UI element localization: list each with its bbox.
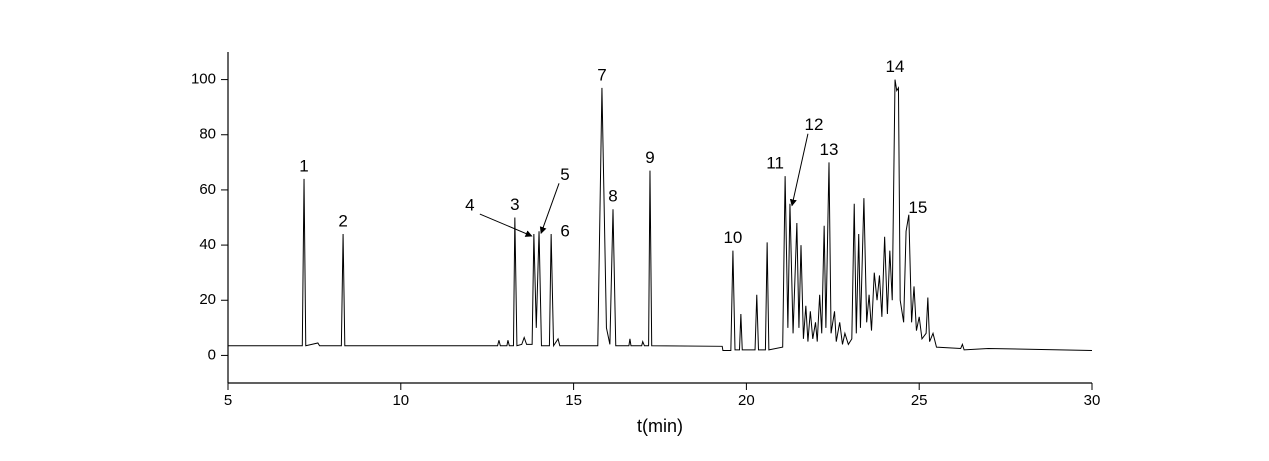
x-axis-label: t(min) — [637, 416, 683, 436]
y-tick-label: 100 — [191, 71, 216, 88]
peak-arrow — [789, 133, 809, 207]
peak-label: 2 — [338, 212, 347, 231]
x-tick-label: 10 — [392, 392, 409, 409]
y-tick-label: 60 — [199, 181, 216, 198]
peak-label: 10 — [723, 228, 742, 247]
peak-label: 4 — [465, 196, 474, 215]
x-tick-label: 20 — [738, 392, 755, 409]
peak-label: 13 — [820, 140, 839, 159]
trace — [228, 79, 1093, 351]
x-tick-label: 15 — [565, 392, 582, 409]
peak-label: 15 — [908, 198, 927, 217]
peak-label: 14 — [886, 57, 905, 76]
peak-label: 3 — [510, 195, 519, 214]
peak-label: 12 — [804, 115, 823, 134]
peak-label: 7 — [597, 65, 606, 84]
y-tick-label: 20 — [199, 291, 216, 308]
peak-label: 9 — [645, 148, 654, 167]
peak-label: 6 — [560, 222, 569, 241]
x-tick-label: 5 — [224, 392, 232, 409]
peak-label: 8 — [608, 187, 617, 206]
peak-arrow — [479, 213, 533, 237]
x-tick-label: 30 — [1084, 392, 1101, 409]
x-tick-label: 25 — [911, 392, 928, 409]
y-tick-label: 0 — [208, 346, 216, 363]
peak-arrow — [539, 183, 560, 234]
peak-label: 1 — [299, 156, 308, 175]
y-tick-label: 80 — [199, 126, 216, 143]
y-tick-label: 40 — [199, 236, 216, 253]
peak-label: 11 — [766, 154, 784, 173]
peak-label: 5 — [560, 165, 569, 184]
